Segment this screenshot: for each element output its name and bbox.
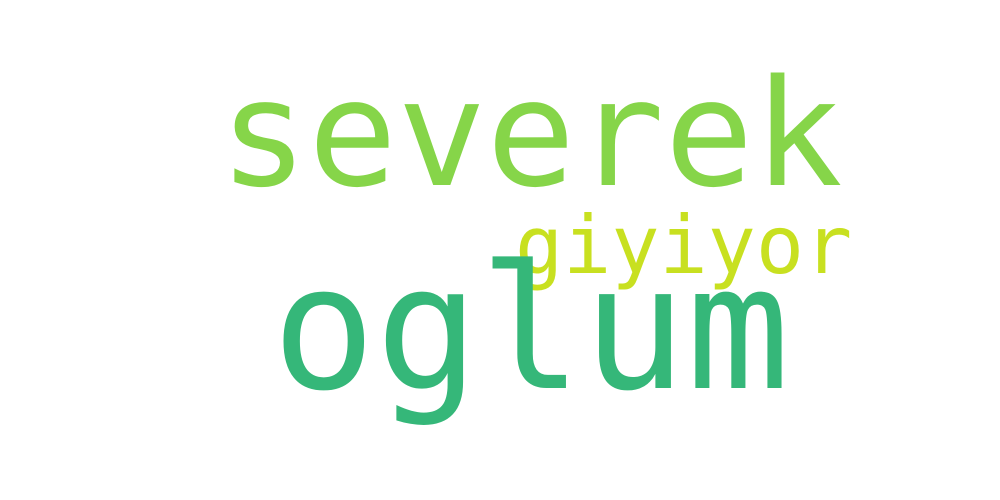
word-severek: severek [219, 48, 843, 220]
word-giyiyor: giyiyor [515, 199, 853, 292]
word-oglum: oglum [272, 228, 790, 429]
